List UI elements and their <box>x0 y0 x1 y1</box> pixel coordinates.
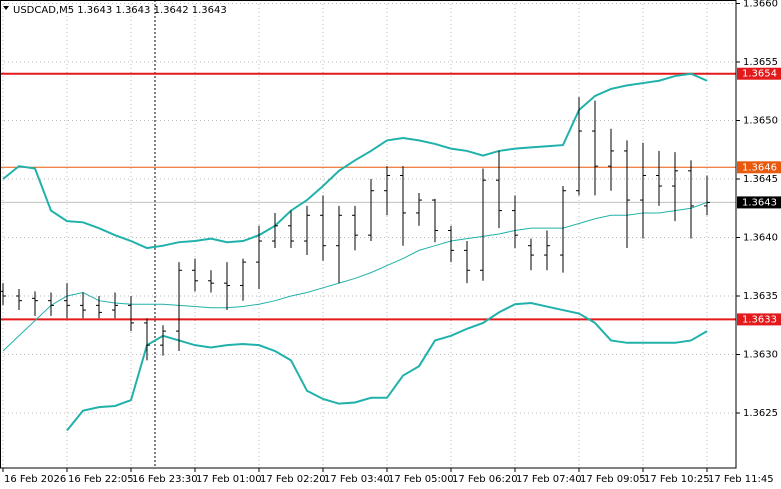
y-tick-label: 1.3645 <box>743 174 778 185</box>
last-price-box <box>737 196 781 209</box>
y-tick-label: 1.3655 <box>743 57 778 68</box>
level-label: 1.3633 <box>742 314 777 325</box>
level-label-box <box>737 313 781 326</box>
x-tick-label: 17 Feb 01:00 <box>196 474 262 485</box>
last-price-label: 1.3643 <box>742 197 777 208</box>
y-tick-label: 1.3640 <box>743 233 778 244</box>
plot-frame <box>0 0 737 469</box>
x-tick-label: 17 Feb 06:20 <box>452 474 518 485</box>
level-label: 1.3654 <box>742 69 777 80</box>
x-tick-label: 17 Feb 03:40 <box>324 474 390 485</box>
band-upper <box>2 72 708 250</box>
x-tick-label: 17 Feb 07:40 <box>516 474 582 485</box>
band-middle <box>2 201 708 352</box>
chart-title: USDCAD,M5 1.3643 1.3643 1.3642 1.3643 <box>13 5 227 16</box>
band-lower <box>66 302 708 432</box>
x-tick-label: 17 Feb 02:20 <box>260 474 326 485</box>
level-label-box <box>737 161 781 174</box>
y-tick-label: 1.3650 <box>743 116 778 127</box>
level-label-box <box>737 67 781 80</box>
y-tick-label: 1.3625 <box>743 408 778 419</box>
y-tick-label: 1.3630 <box>743 350 778 361</box>
x-tick-label: 17 Feb 05:00 <box>388 474 454 485</box>
y-tick-label: 1.3635 <box>743 291 778 302</box>
x-tick-label: 17 Feb 10:25 <box>644 474 710 485</box>
x-tick-label: 16 Feb 2026 <box>4 474 66 485</box>
level-label: 1.3646 <box>742 162 777 173</box>
x-tick-label: 17 Feb 09:05 <box>580 474 646 485</box>
x-tick-label: 16 Feb 23:30 <box>132 474 198 485</box>
y-tick-label: 1.3660 <box>743 0 778 10</box>
menu-triangle <box>3 6 9 10</box>
plot-layer <box>0 0 736 468</box>
x-tick-label: 16 Feb 22:05 <box>68 474 134 485</box>
x-tick-label: 17 Feb 11:45 <box>708 474 774 485</box>
